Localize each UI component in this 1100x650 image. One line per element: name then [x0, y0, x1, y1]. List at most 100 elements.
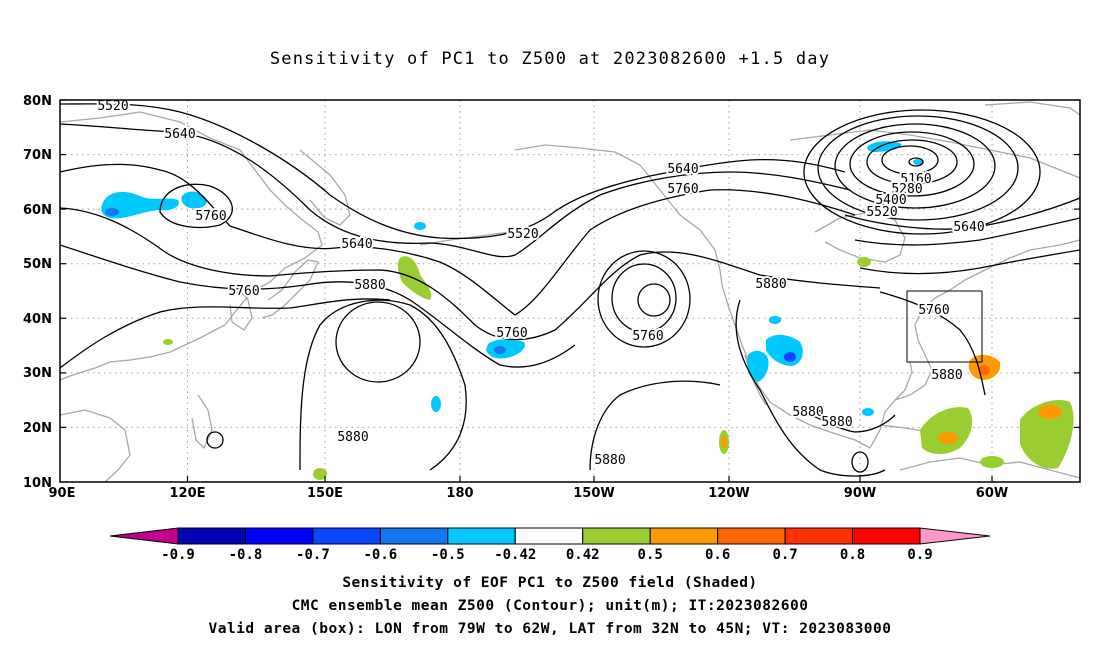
- contour-5640-west: [60, 123, 851, 258]
- contour-label: 5400: [875, 193, 906, 208]
- contour-arctic-low-1: [881, 145, 939, 175]
- lon-label: 150W: [573, 486, 614, 501]
- contour-label: 5880: [354, 278, 385, 293]
- lon-label: 150E: [307, 486, 343, 501]
- colorbar-cell: [244, 527, 314, 545]
- neg-blob-mexico-n: [769, 316, 781, 324]
- lon-label: 180: [446, 486, 473, 501]
- contour-label: 5760: [228, 284, 259, 299]
- pos-blob-tropical-atlantic: [1020, 400, 1074, 469]
- pos-inner-east-pacific: [721, 436, 727, 448]
- colorbar-tick-label: 0.6: [705, 547, 730, 563]
- contour-mid-2: [60, 298, 391, 369]
- lon-label: 120W: [708, 486, 749, 501]
- lat-label: 10N: [23, 476, 52, 491]
- colorbar-cell: [447, 527, 516, 545]
- contour-label: 5520: [507, 227, 538, 242]
- contour-arctic-low-6: [803, 109, 1041, 235]
- colorbar-tick-label: 0.42: [566, 547, 600, 563]
- contour-label: 5880: [931, 368, 962, 383]
- contour-na-east-3: [859, 249, 1080, 275]
- neg-blob-pacific-small: [414, 222, 426, 230]
- colorbar-tick-label: -0.6: [364, 547, 398, 563]
- contour-label: 5760: [195, 209, 226, 224]
- contour-gulf-5880: [809, 414, 896, 433]
- pos-blob-hudson: [857, 257, 871, 267]
- colorbar-tick-label: -0.5: [431, 547, 465, 563]
- lat-label: 60N: [23, 203, 52, 218]
- contour-5760-west: [60, 163, 856, 316]
- pos-inner-atlantic: [978, 365, 990, 375]
- pos-blob-central-am: [980, 456, 1004, 468]
- contour-label: 5880: [792, 405, 823, 420]
- contour-label: 5520: [97, 99, 128, 114]
- colorbar-tick-label: -0.9: [161, 547, 195, 563]
- contour-arctic-low-3: [849, 131, 975, 197]
- contour-label: 5640: [667, 162, 698, 177]
- contour-na-east-1: [844, 197, 1080, 230]
- contour-label: 5280: [891, 182, 922, 197]
- neg-core-central-pacific: [494, 346, 506, 354]
- contour-tiny-ring-2: [851, 451, 869, 473]
- lon-label: 60W: [976, 486, 1008, 501]
- neg-blob-arctic: [867, 141, 902, 152]
- colorbar: -0.9 -0.8 -0.7 -0.6 -0.5 -0.42 0.42 0.5 0.6 0.7 0.…: [109, 527, 991, 563]
- contour-arctic-low-core: [908, 157, 924, 167]
- contour-label: 5760: [667, 182, 698, 197]
- contour-mid-1: [60, 244, 576, 368]
- colorbar-tick-label: -0.8: [229, 547, 263, 563]
- colorbar-high-end: [919, 527, 991, 545]
- neg-blob-arctic-small: [913, 159, 923, 165]
- map-frame: [59, 99, 1081, 483]
- pos-blob-small-w: [163, 339, 173, 345]
- colorbar-tick-label: -0.7: [296, 547, 330, 563]
- contour-dateline-high-3: [637, 283, 671, 317]
- coast-asia-east: [60, 111, 323, 381]
- neg-blob-mexico: [766, 334, 803, 366]
- contour-label: 5880: [821, 415, 852, 430]
- contour-5520-west: [60, 103, 846, 240]
- lon-label: 90W: [844, 486, 876, 501]
- lat-label: 70N: [23, 148, 52, 163]
- contour-label: 5880: [594, 453, 625, 468]
- contour-5880-west: [60, 207, 881, 341]
- contour-label: 5640: [164, 127, 195, 142]
- contour-label: 5880: [337, 430, 368, 445]
- colorbar-tick-label: 0.8: [840, 547, 865, 563]
- pos-blob-caribbean: [920, 407, 973, 454]
- colorbar-cell: [852, 527, 921, 545]
- pos-blob-small-sw: [313, 468, 327, 480]
- colorbar-cell: [784, 527, 854, 545]
- lat-label: 50N: [23, 257, 52, 272]
- neg-blob-hawaii-n: [431, 396, 441, 412]
- colorbar-tick-label: 0.7: [772, 547, 797, 563]
- contour-na-east-4: [879, 291, 986, 396]
- caption-shading: Sensitivity of EOF PC1 to Z500 field (Sh…: [342, 575, 758, 591]
- contour-label: 5640: [953, 220, 984, 235]
- contour-label: 5640: [341, 237, 372, 252]
- caption-contour: CMC ensemble mean Z500 (Contour); unit(m…: [291, 598, 809, 614]
- neg-blob-siberia: [101, 191, 179, 219]
- contour-arctic-low-5: [817, 115, 1019, 221]
- coast-kamchatka: [299, 149, 351, 226]
- colorbar-cell: [717, 527, 786, 545]
- contour-okhotsk-low: [159, 183, 233, 229]
- colorbar-tick-label: 0.9: [907, 547, 932, 563]
- colorbar-cell: [649, 527, 719, 545]
- coast-korea: [229, 287, 253, 331]
- colorbar-cell: [514, 527, 584, 545]
- lon-label: 120E: [169, 486, 205, 501]
- colorbar-tick-label: -0.42: [494, 547, 536, 563]
- contour-label: 5880: [755, 277, 786, 292]
- neg-blob-gulf: [862, 408, 874, 416]
- coast-philippines: [191, 394, 213, 450]
- contour-na-east-2: [854, 217, 1080, 246]
- pos-inner-caribbean: [938, 432, 958, 444]
- lon-label: 90E: [49, 486, 76, 501]
- contour-label: 5520: [866, 205, 897, 220]
- neg-blob-us-southwest: [747, 350, 769, 382]
- z500-contours: [60, 103, 1080, 477]
- contour-dateline-high: [597, 250, 691, 348]
- neg-blob-okhotsk: [181, 191, 207, 209]
